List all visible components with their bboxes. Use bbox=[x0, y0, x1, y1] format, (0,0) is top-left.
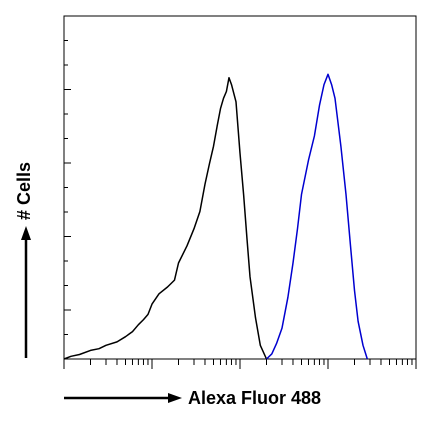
histogram-series-group bbox=[63, 73, 369, 360]
stained-histogram-line bbox=[265, 73, 369, 360]
y-axis-arrow-head bbox=[21, 226, 31, 240]
plot-frame bbox=[63, 15, 417, 360]
y-axis-ticks bbox=[64, 40, 71, 335]
control-histogram-line bbox=[63, 76, 268, 360]
x-axis-ticks bbox=[63, 359, 417, 369]
y-axis-label: # Cells bbox=[14, 162, 34, 220]
x-axis-label: Alexa Fluor 488 bbox=[188, 388, 321, 408]
x-axis-arrow-head bbox=[168, 393, 182, 403]
